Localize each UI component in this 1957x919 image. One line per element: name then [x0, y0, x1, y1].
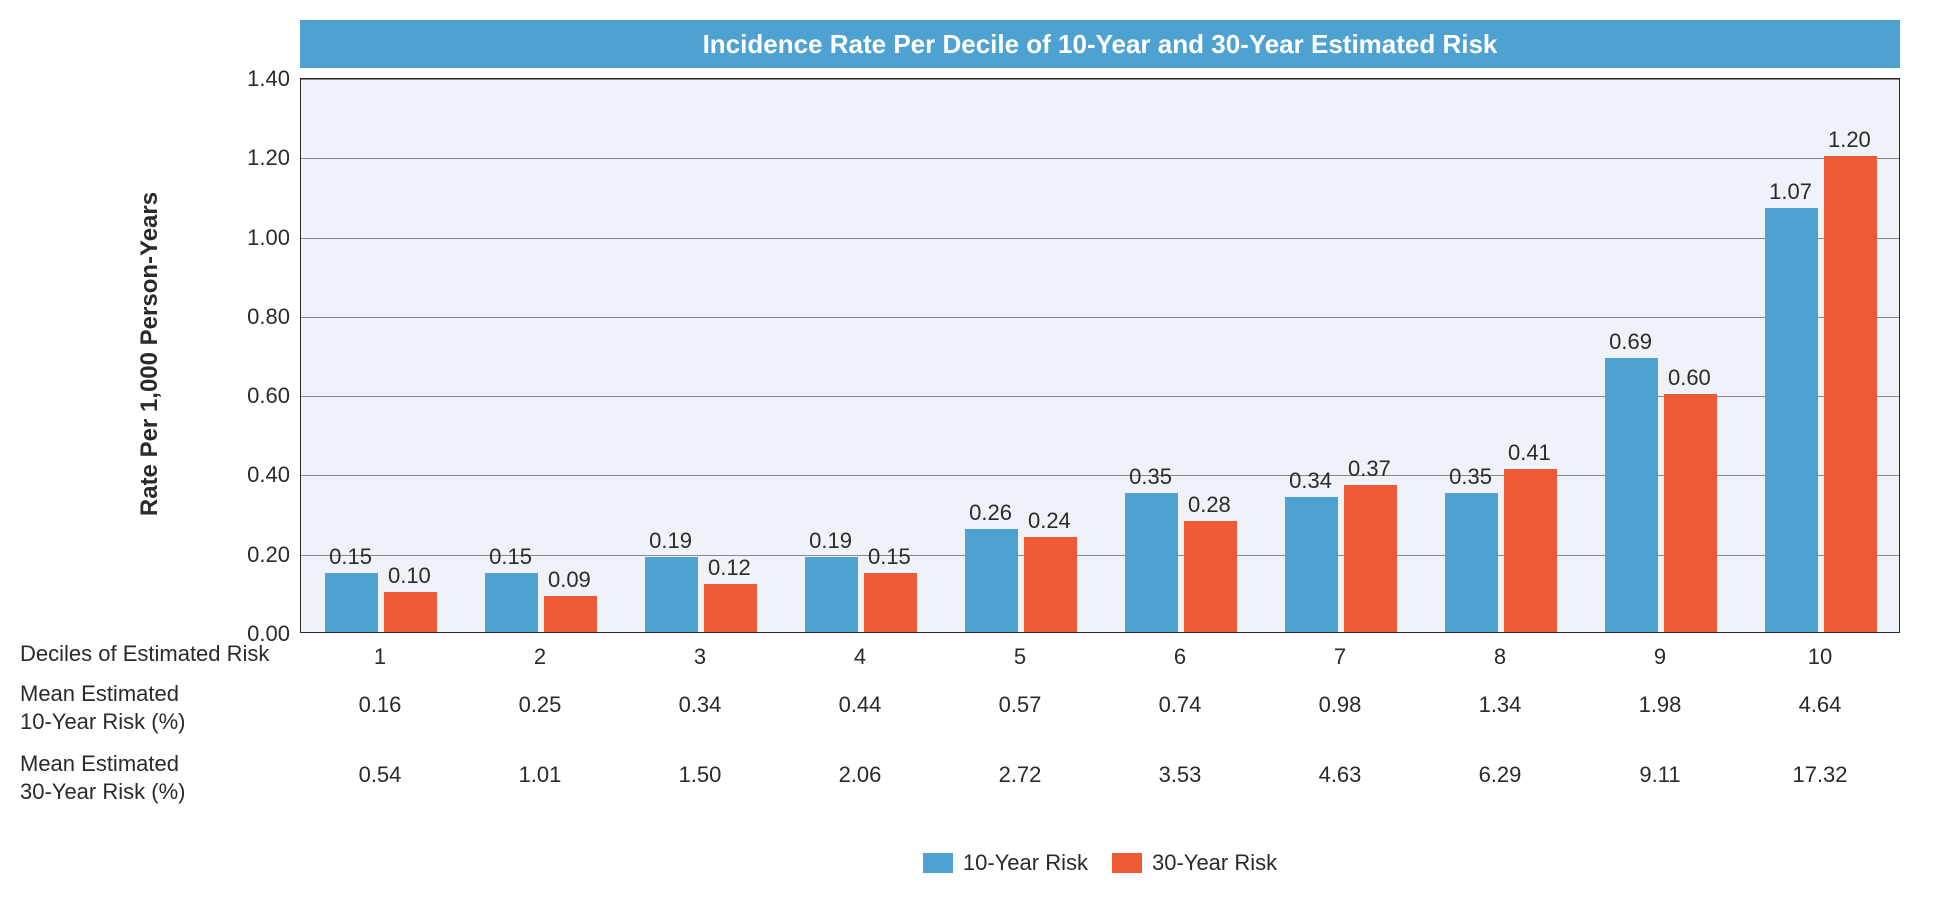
- table-cell: 0.74: [1100, 692, 1260, 718]
- chart-legend: 10-Year Risk 30-Year Risk: [300, 850, 1900, 876]
- table-cell: 0.57: [940, 692, 1100, 718]
- table-cell: 0.34: [620, 692, 780, 718]
- table-cell: 7: [1260, 644, 1420, 670]
- gridline: [301, 396, 1899, 397]
- bar: [544, 596, 597, 632]
- gridline: [301, 79, 1899, 80]
- table-cell: 6: [1100, 644, 1260, 670]
- table-cell: 0.54: [300, 762, 460, 788]
- bar: [1445, 493, 1498, 632]
- table-cell: 3.53: [1100, 762, 1260, 788]
- bar: [1125, 493, 1178, 632]
- bar: [1765, 208, 1818, 632]
- table-cell: 8: [1420, 644, 1580, 670]
- bar: [805, 557, 858, 632]
- bar-value-label: 0.37: [1335, 456, 1404, 482]
- legend-swatch: [1112, 853, 1142, 873]
- bar: [704, 584, 757, 632]
- bar-value-label: 0.15: [855, 544, 924, 570]
- y-tick-label: 0.60: [230, 383, 290, 409]
- bar-value-label: 1.07: [1756, 179, 1825, 205]
- bar-value-label: 0.41: [1495, 440, 1564, 466]
- table-cell: 2: [460, 644, 620, 670]
- bar: [1024, 537, 1077, 632]
- table-cell: 3: [620, 644, 780, 670]
- table-cell: 4.64: [1740, 692, 1900, 718]
- gridline: [301, 317, 1899, 318]
- table-cell: 0.16: [300, 692, 460, 718]
- y-tick-label: 1.40: [230, 66, 290, 92]
- table-row-header: Mean Estimated 30-Year Risk (%): [20, 750, 300, 805]
- table-row-header: Deciles of Estimated Risk: [20, 640, 300, 668]
- bar: [864, 573, 917, 632]
- bar-value-label: 0.35: [1116, 464, 1185, 490]
- bar-value-label: 0.28: [1175, 492, 1244, 518]
- table-cell: 9: [1580, 644, 1740, 670]
- bar-value-label: 0.12: [695, 555, 764, 581]
- table-cell: 1.34: [1420, 692, 1580, 718]
- table-cell: 6.29: [1420, 762, 1580, 788]
- bar-value-label: 0.19: [636, 528, 705, 554]
- table-cell: 1: [300, 644, 460, 670]
- y-tick-label: 0.80: [230, 304, 290, 330]
- table-cell: 1.98: [1580, 692, 1740, 718]
- y-axis-label: Rate Per 1,000 Person-Years: [136, 174, 164, 534]
- bar-value-label: 0.24: [1015, 508, 1084, 534]
- bar: [1504, 469, 1557, 632]
- bar-value-label: 0.15: [476, 544, 545, 570]
- bar-value-label: 0.10: [375, 563, 444, 589]
- bar: [325, 573, 378, 632]
- gridline: [301, 158, 1899, 159]
- table-cell: 9.11: [1580, 762, 1740, 788]
- gridline: [301, 238, 1899, 239]
- y-tick-label: 1.00: [230, 225, 290, 251]
- table-cell: 0.98: [1260, 692, 1420, 718]
- bar: [965, 529, 1018, 632]
- table-row-header: Mean Estimated 10-Year Risk (%): [20, 680, 300, 735]
- table-cell: 1.01: [460, 762, 620, 788]
- table-cell: 4.63: [1260, 762, 1420, 788]
- bar: [1285, 497, 1338, 632]
- chart-container: Incidence Rate Per Decile of 10-Year and…: [20, 20, 1937, 899]
- y-tick-label: 0.20: [230, 542, 290, 568]
- legend-item: 10-Year Risk: [923, 850, 1088, 876]
- bar: [485, 573, 538, 632]
- table-cell: 4: [780, 644, 940, 670]
- bar: [1184, 521, 1237, 632]
- bar: [1664, 394, 1717, 632]
- table-cell: 2.06: [780, 762, 940, 788]
- legend-label: 10-Year Risk: [963, 850, 1088, 876]
- table-cell: 1.50: [620, 762, 780, 788]
- bar-value-label: 1.20: [1815, 127, 1884, 153]
- table-cell: 10: [1740, 644, 1900, 670]
- bar: [384, 592, 437, 632]
- bar-value-label: 0.69: [1596, 329, 1665, 355]
- table-cell: 0.44: [780, 692, 940, 718]
- bar: [1605, 358, 1658, 632]
- table-cell: 17.32: [1740, 762, 1900, 788]
- y-tick-label: 1.20: [230, 145, 290, 171]
- legend-swatch: [923, 853, 953, 873]
- y-tick-label: 0.40: [230, 462, 290, 488]
- bar: [1344, 485, 1397, 632]
- bar-value-label: 0.09: [535, 567, 604, 593]
- bar: [645, 557, 698, 632]
- table-cell: 0.25: [460, 692, 620, 718]
- bar-value-label: 0.35: [1436, 464, 1505, 490]
- table-cell: 2.72: [940, 762, 1100, 788]
- bar-value-label: 0.60: [1655, 365, 1724, 391]
- legend-item: 30-Year Risk: [1112, 850, 1277, 876]
- legend-label: 30-Year Risk: [1152, 850, 1277, 876]
- table-cell: 5: [940, 644, 1100, 670]
- gridline: [301, 475, 1899, 476]
- bar: [1824, 156, 1877, 632]
- chart-title: Incidence Rate Per Decile of 10-Year and…: [300, 20, 1900, 68]
